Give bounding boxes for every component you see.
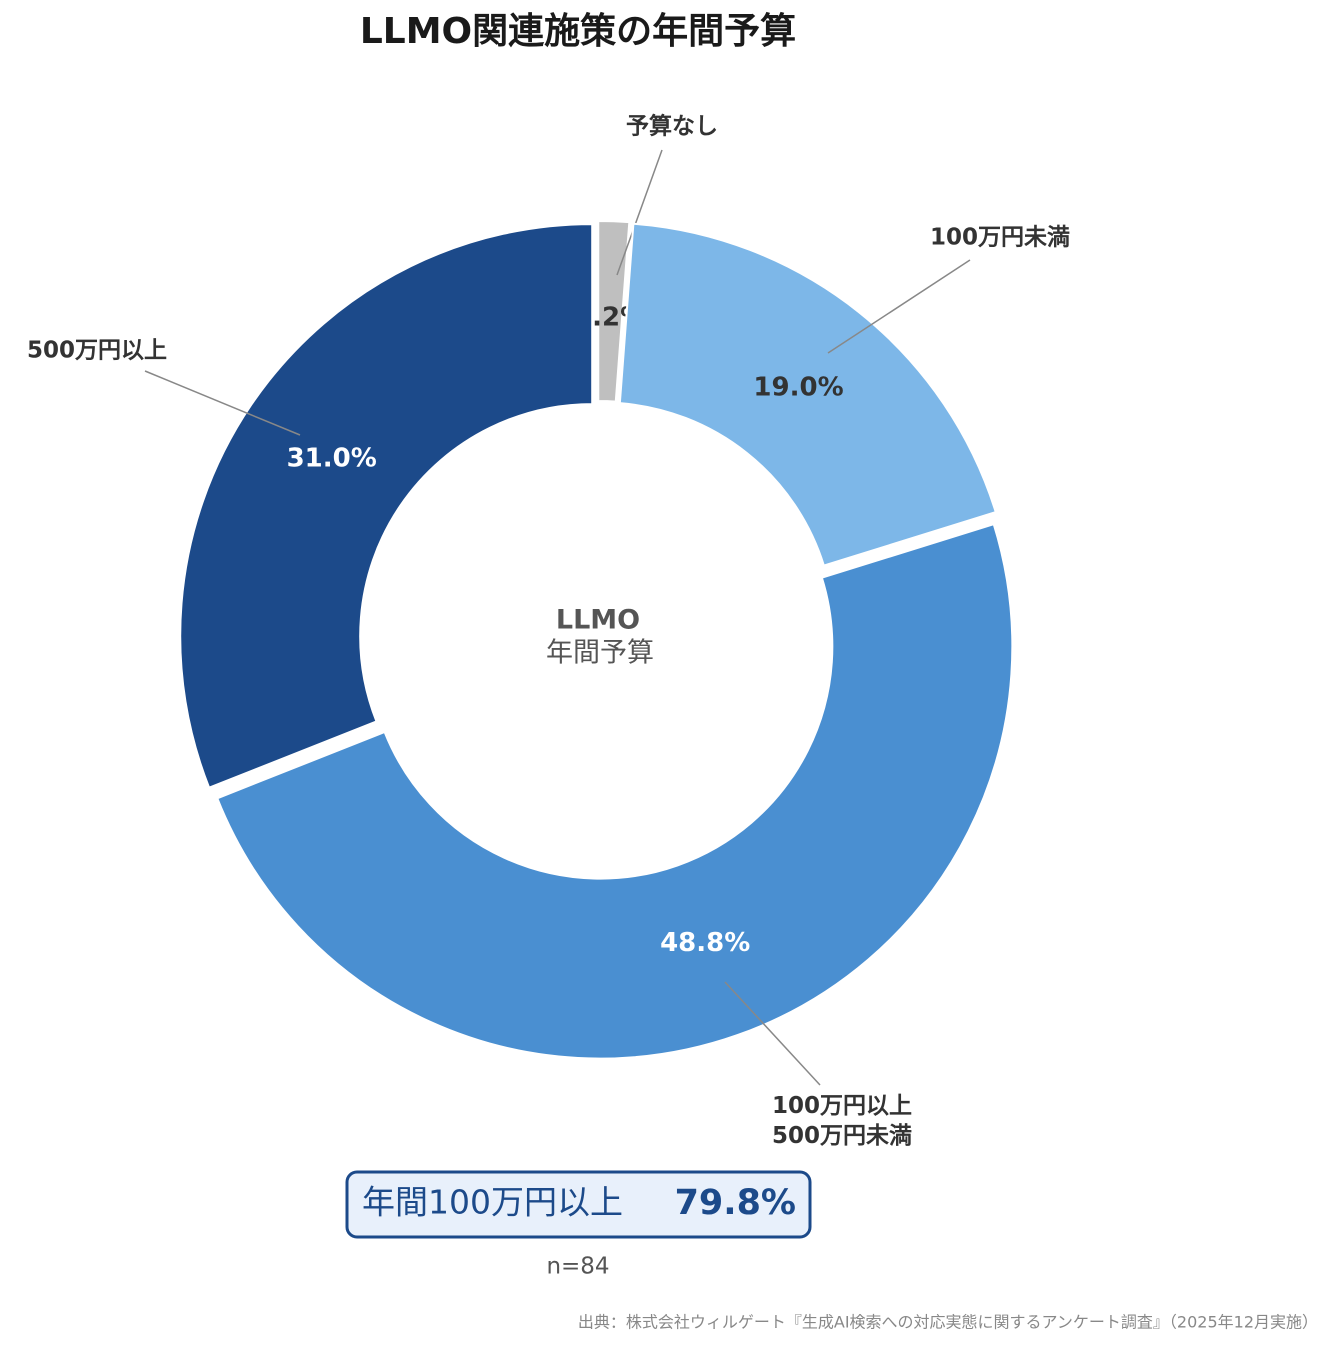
- value-label: 19.0%: [753, 373, 843, 403]
- center-label: 年間予算: [546, 638, 654, 669]
- summary-value: 79.8%: [675, 1183, 796, 1223]
- center-label: LLMO: [556, 605, 640, 636]
- leader-line: [616, 149, 663, 276]
- summary-box: [345, 1170, 812, 1239]
- category-label: 予算なし: [626, 113, 718, 140]
- value-label: 48.8%: [660, 928, 750, 958]
- summary-text: 年間100万円以上: [362, 1183, 623, 1222]
- leader-line: [144, 370, 301, 436]
- leader-line: [724, 981, 821, 1086]
- leader-line: [827, 259, 971, 354]
- category-label: 500万円以上: [27, 338, 167, 364]
- donut-slice: [215, 522, 1014, 1060]
- value-label: 31.0%: [287, 444, 377, 474]
- sample-size: n=84: [546, 1254, 609, 1280]
- chart-title: LLMO関連施策の年間予算: [360, 11, 796, 52]
- category-label: 100万円以上 500万円未満: [772, 1093, 912, 1149]
- donut-slice: [179, 223, 594, 790]
- source: 出典：株式会社ウィルゲート『生成AI検索への対応実態に関するアンケート調査』（2…: [578, 1313, 1318, 1332]
- donut-slice: [618, 222, 998, 567]
- donut-slice: [597, 220, 631, 403]
- category-label: 100万円未満: [930, 225, 1070, 251]
